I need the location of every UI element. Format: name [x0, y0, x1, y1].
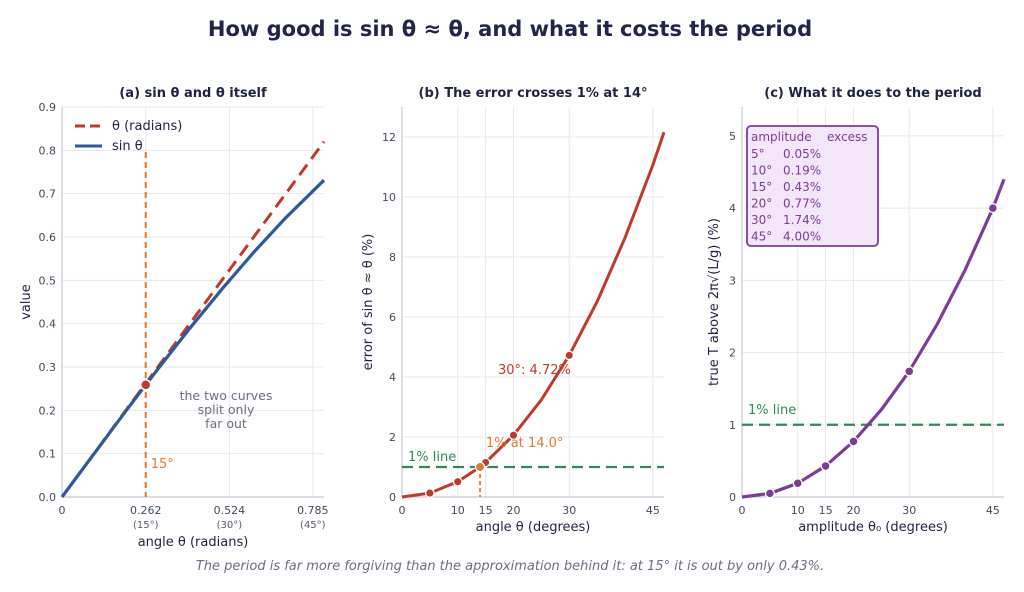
panel-c-ytick-label: 2: [729, 347, 736, 360]
table-cell-excess: 1.74%: [783, 213, 821, 227]
sin-theta-line: [60, 179, 326, 498]
panel-a-ytick-label: 0.8: [39, 144, 57, 157]
panel-c-ytick-label: 0: [729, 491, 736, 504]
panel-c-xtick-label: 10: [791, 504, 805, 517]
panel-a-xtick-label: 0.785: [297, 504, 329, 517]
panel-b-xtick-label: 20: [506, 504, 520, 517]
panel-a-xtick-label: 0: [59, 504, 66, 517]
panel-c-xtick-label: 20: [846, 504, 860, 517]
table-cell-amplitude: 10°: [751, 164, 772, 178]
panel-b-ytick-label: 12: [382, 131, 396, 144]
callout-30deg: 30°: 4.72%: [498, 363, 571, 378]
table-header-excess: excess: [827, 130, 868, 144]
panel-a: (a) sin θ and θ itself 0.0 0.1 0.2 0.3 0.4 0.5…: [19, 86, 329, 550]
table-cell-excess: 0.05%: [783, 147, 821, 161]
table-cell-amplitude: 45°: [751, 230, 772, 244]
intersection-point: [139, 379, 152, 391]
table-header-amplitude: amplitude: [751, 130, 812, 144]
panel-b-ytick-label: 6: [389, 311, 396, 324]
panel-a-ytick-label: 0.9: [39, 101, 57, 114]
panel-b: (b) The error crosses 1% at 14° 0 2 4 6 8 10 12…: [361, 86, 666, 535]
legend-theta-label: θ (radians): [112, 119, 182, 134]
panel-b-xtick-label: 45: [646, 504, 660, 517]
period-point: [764, 488, 775, 499]
panel-a-xtick-label: 0.524: [214, 504, 246, 517]
curves-annotation-line: split only: [198, 402, 255, 417]
crossing-point: [474, 461, 486, 473]
panel-c-ylabel: true T above 2π√(L/g) (%): [707, 218, 722, 386]
15deg-marker-label: 15°: [151, 457, 174, 472]
table-cell-excess: 4.00%: [783, 230, 821, 244]
panel-b-xtick-label: 15: [479, 504, 493, 517]
panel-a-ytick-label: 0.2: [39, 404, 57, 417]
panel-a-ylabel: value: [19, 284, 34, 320]
panel-a-xlabel: angle θ (radians): [138, 535, 249, 550]
panel-c-xlabel: amplitude θ₀ (degrees): [798, 520, 948, 535]
panel-b-ylabel: error of sin θ ≈ θ (%): [361, 234, 376, 371]
panel-a-xtick-sublabel: (45°): [300, 520, 326, 531]
error-point: [564, 350, 575, 361]
panel-c-xtick-label: 0: [739, 504, 746, 517]
table-cell-excess: 0.43%: [783, 180, 821, 194]
table-cell-amplitude: 30°: [751, 213, 772, 227]
panel-b-xtick-label: 0: [399, 504, 406, 517]
panel-b-ytick-label: 8: [389, 251, 396, 264]
table-cell-excess: 0.19%: [783, 164, 821, 178]
panel-a-ytick-label: 0.0: [39, 491, 57, 504]
panel-a-xtick-sublabel: (15°): [133, 520, 159, 531]
table-cell-amplitude: 20°: [751, 197, 772, 211]
panel-a-ytick-label: 0.6: [39, 231, 57, 244]
period-excess-curve: [741, 178, 1006, 499]
panel-c-ytick-label: 1: [729, 419, 736, 432]
panel-a-title: (a) sin θ and θ itself: [119, 86, 267, 101]
panel-c-xtick-label: 45: [986, 504, 1000, 517]
panel-b-ytick-label: 0: [389, 491, 396, 504]
panel-c-ytick-label: 3: [729, 274, 736, 287]
panel-c-xtick-label: 15: [819, 504, 833, 517]
error-point: [425, 488, 435, 498]
panel-c-title: (c) What it does to the period: [764, 86, 981, 101]
period-point: [848, 436, 859, 447]
panel-a-xtick-label: 0.262: [130, 504, 162, 517]
table-cell-amplitude: 15°: [751, 180, 772, 194]
panel-b-ytick-label: 4: [389, 371, 396, 384]
panel-c-xtick-label: 30: [902, 504, 916, 517]
panel-b-xtick-label: 30: [562, 504, 576, 517]
table-cell-amplitude: 5°: [751, 147, 765, 161]
panel-a-ytick-label: 0.4: [39, 318, 57, 331]
period-point: [820, 460, 831, 471]
table-cell-excess: 0.77%: [783, 197, 821, 211]
curves-annotation-line: far out: [205, 416, 247, 431]
panel-a-ytick-label: 0.3: [39, 361, 57, 374]
panel-b-ytick-label: 10: [382, 191, 396, 204]
one-percent-line-label: 1% line: [408, 450, 456, 465]
panel-c-ytick-label: 5: [729, 130, 736, 143]
crossing-label: 1% at 14.0°: [486, 436, 563, 451]
panel-b-xlabel: angle θ (degrees): [476, 520, 591, 535]
error-point: [452, 476, 463, 487]
panel-a-ytick-label: 0.1: [39, 448, 57, 461]
period-point: [987, 203, 998, 214]
panel-c-ytick-label: 4: [729, 202, 736, 215]
panel-a-xtick-sublabel: (30°): [217, 520, 243, 531]
one-percent-line-label: 1% line: [748, 403, 796, 418]
panel-a-ytick-label: 0.5: [39, 274, 57, 287]
curves-annotation-line: the two curves: [180, 388, 273, 403]
error-curve: [401, 131, 666, 499]
figure-caption: The period is far more forgiving than th…: [196, 559, 824, 574]
amplitude-table-box: [746, 125, 879, 247]
panel-a-ytick-label: 0.7: [39, 188, 57, 201]
panel-b-title: (b) The error crosses 1% at 14°: [419, 86, 648, 101]
panel-b-xtick-label: 10: [451, 504, 465, 517]
figure-title: How good is sin θ ≈ θ, and what it costs…: [208, 17, 812, 41]
error-point: [508, 430, 519, 441]
legend-sin-label: sin θ: [112, 139, 143, 154]
panel-b-ytick-label: 2: [389, 431, 396, 444]
period-point: [904, 366, 915, 377]
period-point: [792, 478, 803, 489]
